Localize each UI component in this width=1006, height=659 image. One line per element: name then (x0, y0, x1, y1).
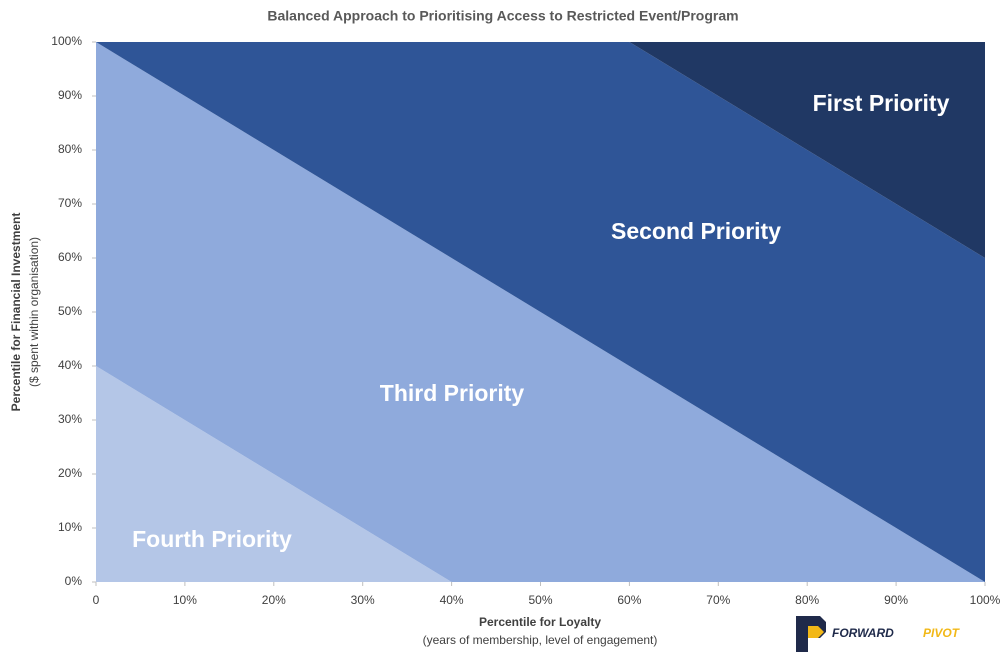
x-tick-label: 50% (528, 593, 552, 607)
logo-icon-accent (808, 626, 824, 638)
priority-region (96, 366, 985, 582)
x-tick-label: 80% (795, 593, 819, 607)
region-label: Second Priority (611, 218, 781, 244)
y-tick-label: 100% (51, 34, 82, 48)
y-tick-label: 60% (58, 250, 82, 264)
priority-region (96, 42, 985, 258)
priority-region (96, 42, 985, 582)
y-axis-title: Percentile for Financial Investment (9, 213, 23, 412)
x-tick-label: 60% (617, 593, 641, 607)
x-axis-title: Percentile for Loyalty (479, 615, 601, 629)
chart-title: Balanced Approach to Prioritising Access… (267, 8, 738, 24)
x-tick-label: 70% (706, 593, 730, 607)
logo-word: PIVOT (923, 626, 961, 640)
y-tick-label: 20% (58, 466, 82, 480)
region-label: First Priority (813, 90, 950, 116)
x-tick-label: 0 (93, 593, 100, 607)
x-tick-label: 20% (262, 593, 286, 607)
x-tick-label: 30% (351, 593, 375, 607)
logo-word: FORWARD (832, 626, 894, 640)
y-tick-label: 10% (58, 520, 82, 534)
x-tick-label: 40% (440, 593, 464, 607)
y-tick-label: 90% (58, 88, 82, 102)
x-tick-label: 90% (884, 593, 908, 607)
logo: FORWARD PIVOT (796, 616, 961, 652)
y-tick-label: 0% (65, 574, 83, 588)
y-tick-label: 80% (58, 142, 82, 156)
y-tick-label: 70% (58, 196, 82, 210)
y-tick-label: 30% (58, 412, 82, 426)
y-tick-label: 50% (58, 304, 82, 318)
region-label: Fourth Priority (132, 526, 292, 552)
y-axis-subtitle: ($ spent within organisation) (27, 237, 41, 387)
x-tick-label: 10% (173, 593, 197, 607)
y-tick-label: 40% (58, 358, 82, 372)
region-label: Third Priority (380, 380, 525, 406)
x-tick-label: 100% (970, 593, 1001, 607)
x-axis-subtitle: (years of membership, level of engagemen… (423, 633, 658, 647)
